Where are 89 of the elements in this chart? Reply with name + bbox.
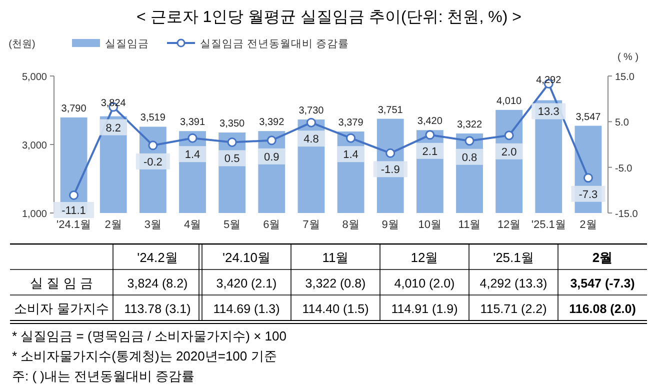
point [346,133,356,143]
x-tick-label: 10월 [418,219,442,231]
data-label: 3,519 [140,112,166,124]
data-label: 1.4 [343,149,358,162]
x-tick-label: 9월 [382,219,399,231]
y-tick-label: 5,000 [22,72,48,83]
y2-tick-label: -15.0 [615,209,638,220]
text: 주: ( )내는 전년동월대비 증감률 [12,368,195,384]
data-label: -11.1 [62,205,86,217]
category-label: 실 질 임 금 [30,276,93,290]
x-tick-label: 3월 [144,219,162,231]
x-tick-label: 5월 [224,219,241,231]
text: 113.78 (3.1) [124,302,191,316]
point [306,118,316,128]
x-tick-label: 6월 [263,219,280,231]
data-label: 4,292 [536,74,562,86]
category-label: 11월 [322,250,349,265]
data-label: -0.2 [143,156,162,168]
data-label: 3,392 [259,117,285,128]
legend-label: 실질임금 [105,38,149,50]
y-tick-label: 1,000 [22,209,48,220]
point [188,133,198,143]
text: 115.71 (2.2) [480,302,547,316]
data-label: 4.8 [304,134,319,146]
text: 114.40 (1.5) [302,302,369,316]
x-tick-label: 7월 [302,219,320,231]
point [425,130,435,140]
data-label: 2.0 [501,146,517,158]
point [386,148,396,158]
x-tick-label: 12월 [497,219,521,231]
point [464,136,474,146]
data-label: 3,824 [100,98,126,110]
point [504,130,514,140]
data-label: 3,379 [338,118,364,129]
data-label: 3,391 [180,117,206,128]
x-tick-label: '25.1월 [531,219,566,231]
text: 114.69 (1.3) [213,302,280,316]
x-tick-label: 2월 [104,219,122,231]
data-label: 4,010 [496,96,522,107]
y-tick-label: 3,000 [22,140,48,152]
category-label: 소비자 물가지수 [14,301,109,316]
category-label: '24.2월 [137,250,178,265]
y2-axis-title: ( % ) [617,52,639,63]
y2-tick-label: 15.0 [615,72,635,83]
data-label: 3,790 [61,103,87,114]
text: 116.08 (2.0) [569,302,636,316]
text: 3,824 (8.2) [127,276,188,290]
data-label: 0.9 [264,151,280,164]
data-label: 0.5 [224,153,240,166]
x-tick-label: 2월 [580,219,597,231]
category-label: '24.10월 [222,250,271,265]
category-label: 2월 [592,250,613,265]
text: 4,010 (2.0) [394,276,455,290]
data-label: 3,350 [220,118,246,130]
data-label: 3,420 [417,116,443,128]
text: * 실질임금 = (명목임금 / 소비자물가지수) × 100 [12,328,286,344]
text: * 소비자물가지수(통계청)는 2020년=100 기준 [12,348,277,364]
text: 3,322 (0.8) [305,276,366,290]
data-label: 2.1 [422,146,438,158]
data-label: 3,730 [298,105,324,116]
text: 114.91 (1.9) [391,302,458,316]
point [69,190,79,200]
point [227,137,237,147]
y2-tick-label: -5.0 [615,163,633,174]
point [583,173,593,183]
y2-tick-label: 5.0 [615,118,630,129]
point [148,140,158,150]
text: 4,292 (13.3) [480,276,548,290]
data-label: 3,547 [576,112,602,123]
chart-title: < 근로자 1인당 월평균 실질임금 추이(단위: 천원, %) > [136,9,522,26]
category-label: 12월 [410,250,438,265]
data-label: 3,322 [456,119,482,130]
y-axis-title: (천원) [8,39,36,50]
legend-label: 실질임금 전년동월대비 증감률 [200,38,349,50]
data-label: 0.8 [462,152,478,164]
data-label: -7.3 [578,188,598,201]
point [266,136,276,146]
text: 3,547 (-7.3) [570,276,635,290]
data-label: 3,751 [378,104,404,116]
x-tick-label: 8월 [342,219,360,231]
category-label: '25.1월 [493,250,534,265]
text: 3,420 (2.1) [216,276,277,290]
data-label: -1.9 [380,164,400,176]
data-label: 8.2 [106,122,122,134]
x-tick-label: '24.1월 [56,219,92,231]
x-tick-label: 4월 [184,219,202,231]
data-label: 13.3 [538,106,560,118]
data-label: 1.4 [184,149,200,162]
x-tick-label: 11월 [458,219,481,231]
